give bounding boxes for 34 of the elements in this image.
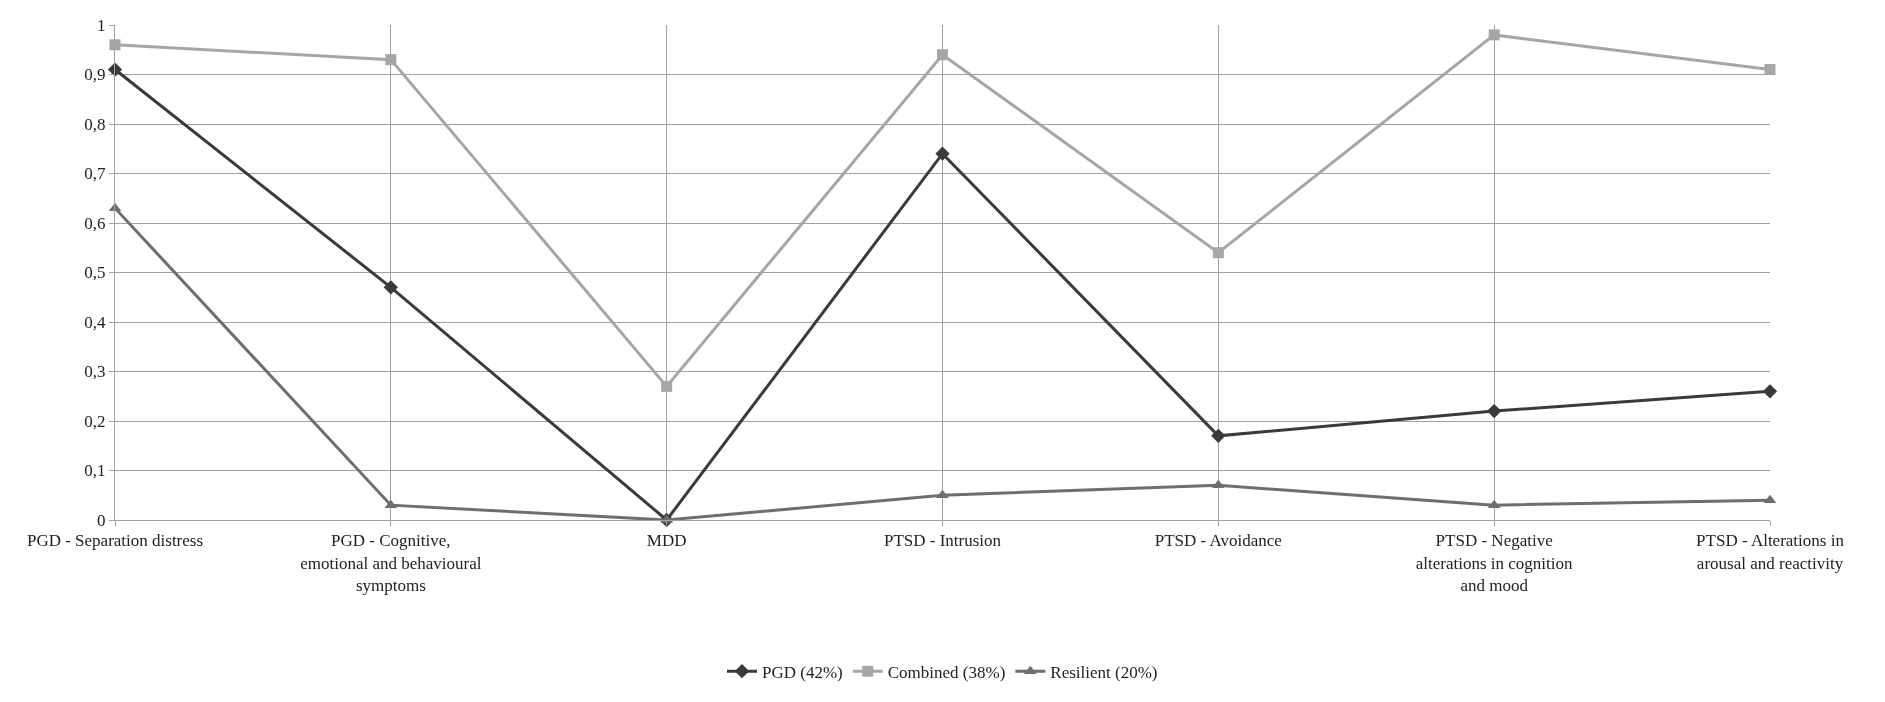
y-tick-label: 0,5 [84, 263, 106, 283]
x-tick-label: MDD [646, 531, 687, 551]
point [1762, 384, 1778, 399]
point [935, 146, 950, 161]
y-tick-label: 0,7 [84, 164, 107, 184]
x-tick-label: PTSD - Alterations in arousal and reactivity [1696, 531, 1845, 573]
point [1211, 428, 1226, 443]
point [937, 49, 948, 61]
x-tick-label: PGD - Cognitive, emotional and behavioural symptoms [300, 531, 482, 595]
legend-label: Combined (38%) [887, 662, 1006, 682]
legend-label: PGD (42%) [762, 662, 843, 682]
y-tick-label: 0,8 [84, 114, 106, 134]
x-tick-label: PTSD - Avoidance [1154, 531, 1282, 551]
y-tick-label: 0,9 [84, 65, 106, 85]
point [661, 380, 673, 392]
x-tick-label: PGD - Separation distress [26, 531, 204, 551]
y-tick-label: 0,6 [84, 213, 106, 233]
point [385, 54, 397, 66]
x-tick-label: PTSD - Intrusion [883, 531, 1002, 551]
legend-label: Resilient (20%) [1050, 662, 1158, 682]
y-tick-label: 1 [97, 15, 106, 35]
point [109, 39, 121, 51]
point [383, 280, 398, 295]
point [1212, 247, 1224, 259]
point [1487, 403, 1502, 419]
point [1211, 479, 1225, 489]
x-tick-label: PTSD - Negative alterations in cognition and mood [1415, 531, 1574, 595]
y-tick-label: 0,1 [84, 461, 106, 481]
point [1764, 64, 1776, 76]
y-tick-label: 0,4 [84, 312, 107, 332]
y-tick-label: 0,3 [84, 362, 106, 382]
y-tick-label: 0,2 [84, 411, 106, 431]
y-tick-label: 0 [97, 510, 106, 530]
point [1488, 29, 1500, 41]
